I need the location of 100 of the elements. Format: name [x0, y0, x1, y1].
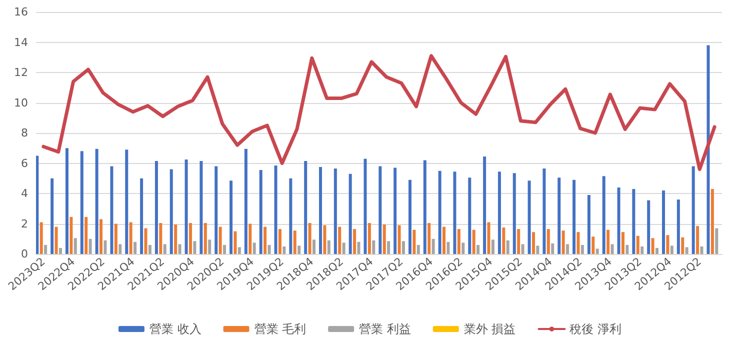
- bar: [244, 148, 248, 254]
- bar: [696, 226, 700, 254]
- bar: [125, 150, 128, 254]
- bar: [685, 247, 688, 254]
- bar: [334, 168, 337, 254]
- bar: [651, 238, 654, 254]
- bar: [715, 228, 718, 254]
- bar: [517, 229, 520, 254]
- bar: [110, 166, 114, 254]
- y-tick-label: 4: [21, 187, 28, 200]
- bar: [40, 222, 43, 254]
- bar: [551, 243, 554, 254]
- bar: [640, 246, 644, 254]
- y-tick-label: 14: [14, 36, 28, 49]
- bar: [446, 242, 450, 254]
- bar: [542, 168, 546, 254]
- bar: [428, 222, 431, 254]
- bar: [546, 229, 550, 254]
- bar: [74, 238, 77, 254]
- bar: [319, 167, 322, 254]
- bar: [104, 240, 107, 254]
- bar: [238, 247, 241, 254]
- bar: [506, 240, 510, 254]
- bar: [357, 242, 360, 254]
- bar: [114, 224, 118, 254]
- bar: [491, 240, 494, 254]
- bar: [572, 180, 576, 254]
- bar: [617, 187, 620, 254]
- bar: [487, 222, 490, 254]
- bar: [214, 166, 218, 254]
- bar: [248, 224, 252, 254]
- bar: [408, 180, 412, 254]
- bar: [80, 151, 84, 254]
- bar: [342, 242, 346, 254]
- bar: [184, 159, 188, 254]
- bar: [655, 248, 658, 254]
- bar: [378, 166, 382, 254]
- bar: [412, 230, 416, 254]
- bar: [204, 222, 207, 254]
- bar: [681, 237, 684, 254]
- bar: [423, 160, 426, 254]
- bar: [65, 148, 68, 254]
- bar: [323, 225, 326, 254]
- bar: [476, 244, 480, 254]
- bar: [710, 188, 714, 254]
- bar: [264, 226, 267, 254]
- bar: [662, 190, 666, 254]
- bar: [442, 226, 446, 254]
- bar: [587, 195, 590, 254]
- bar: [468, 178, 472, 254]
- bar: [308, 222, 312, 254]
- bar: [532, 232, 535, 254]
- bar: [36, 156, 39, 254]
- bar: [636, 236, 640, 254]
- bar: [230, 180, 233, 254]
- line-series: [42, 54, 716, 172]
- bar: [95, 148, 98, 254]
- bar: [394, 168, 397, 254]
- bar: [558, 178, 561, 254]
- bar: [576, 232, 580, 254]
- legend-label: 營業 毛利: [254, 322, 306, 336]
- bar: [100, 219, 103, 254]
- bar: [274, 166, 278, 254]
- bar: [88, 238, 92, 254]
- bar: [188, 222, 192, 254]
- bar: [621, 232, 624, 254]
- bar: [259, 170, 262, 254]
- y-tick-label: 10: [14, 96, 28, 110]
- bar: [402, 241, 405, 254]
- legend-label: 業外 損益: [464, 322, 516, 336]
- bar: [432, 238, 435, 254]
- legend-label: 稅後 淨利: [570, 322, 622, 336]
- y-tick-label: 0: [21, 248, 28, 260]
- bar: [502, 228, 506, 254]
- bar: [282, 246, 286, 254]
- bar: [610, 244, 614, 254]
- bar: [670, 246, 674, 254]
- bar: [606, 230, 610, 254]
- bar: [536, 246, 540, 254]
- y-tick-label: 16: [14, 6, 28, 18]
- bar: [54, 226, 58, 254]
- bar: [592, 236, 595, 254]
- bar: [483, 156, 486, 254]
- bar: [148, 244, 152, 254]
- bar: [278, 229, 282, 254]
- legend-label: 營業 收入: [149, 322, 202, 336]
- bar: [387, 241, 390, 254]
- bar: [382, 224, 386, 254]
- bar: [218, 226, 222, 254]
- bar: [438, 170, 442, 254]
- bar: [498, 172, 501, 254]
- bar: [398, 225, 401, 254]
- bar: [134, 242, 137, 254]
- bar: [118, 244, 122, 254]
- bar: [521, 244, 524, 254]
- bar: [338, 226, 342, 254]
- bar: [144, 228, 148, 254]
- bar: [512, 173, 516, 254]
- bar: [368, 222, 371, 254]
- bar: [84, 216, 88, 254]
